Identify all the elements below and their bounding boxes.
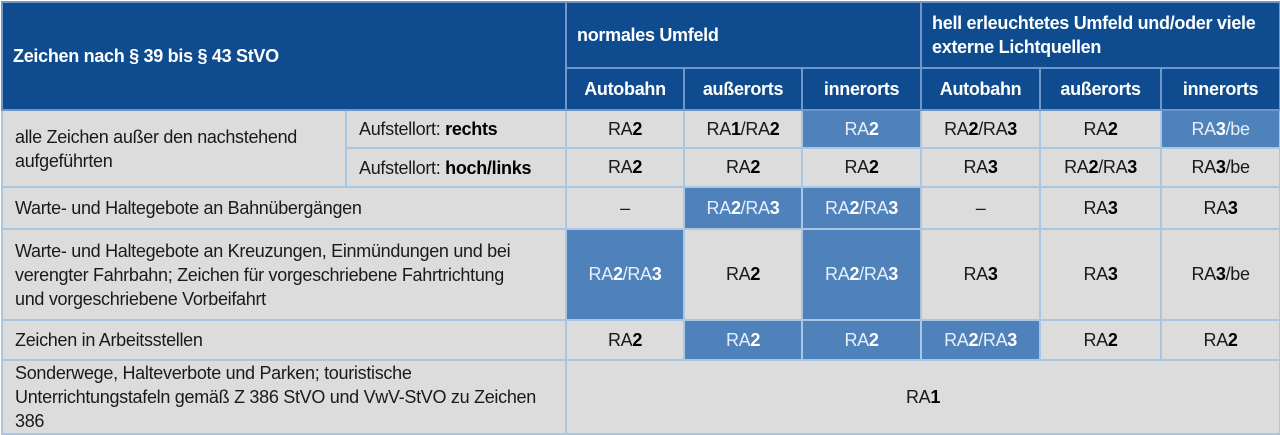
value-cell: RA2 <box>1039 109 1163 149</box>
value-cell: RA3/be <box>1160 147 1280 188</box>
column-header-1: außerorts <box>683 67 804 111</box>
row-label: alle Zeichen außer den nachstehend aufge… <box>1 109 347 188</box>
value-cell: RA2 <box>565 109 686 149</box>
value-cell: RA2/RA3 <box>920 319 1042 361</box>
value-cell: RA2 <box>565 147 686 188</box>
value-cell: RA3 <box>920 147 1042 188</box>
value-cell: RA3 <box>1039 228 1163 321</box>
value-cell: RA2 <box>801 147 923 188</box>
group-header-bright: hell erleuchtetes Umfeld und/oder viele … <box>920 1 1280 69</box>
placement-prefix: Aufstellort: <box>359 119 446 139</box>
value-cell: RA2 <box>1039 319 1163 361</box>
corner-header: Zeichen nach § 39 bis § 43 StVO <box>0 1 568 111</box>
group-header-normal: normales Umfeld <box>565 1 923 69</box>
value-cell: RA2/RA3 <box>683 186 804 230</box>
placement-value: hoch/links <box>445 157 532 178</box>
table-row: alle Zeichen außer den nachstehend aufge… <box>1 109 1280 188</box>
row-label: Warte- und Haltegebote an Bahnübergängen <box>0 186 568 230</box>
value-cell: RA2/RA3 <box>920 109 1042 149</box>
column-header-4: außerorts <box>1039 67 1163 111</box>
row-label: Warte- und Haltegebote an Kreuzungen, Ei… <box>0 228 568 321</box>
placement-label: Aufstellort: hoch/links <box>344 147 568 188</box>
table-row: Zeichen in Arbeitsstellen RA2 RA2 RA2 RA2/RA… <box>0 319 1280 361</box>
column-header-5: innerorts <box>1160 67 1280 111</box>
row-label: Zeichen in Arbeitsstellen <box>0 319 568 361</box>
value-cell: – <box>565 186 686 230</box>
value-cell: RA2 <box>565 319 686 361</box>
value-cell: RA2/RA3 <box>1039 147 1163 188</box>
value-cell: RA3/be <box>1160 228 1280 321</box>
column-header-3: Autobahn <box>920 67 1042 111</box>
value-cell: RA2/RA3 <box>565 228 686 321</box>
value-cell: RA2 <box>683 147 804 188</box>
column-header-2: innerorts <box>801 67 923 111</box>
value-cell-all: RA1 <box>565 359 1280 435</box>
value-cell: RA3/be <box>1160 109 1280 149</box>
value-cell: RA2 <box>683 228 804 321</box>
value-cell: RA2 <box>1160 319 1280 361</box>
table-row: Aufstellort: hoch/links RA2 RA2 RA2 RA3 RA2/R… <box>2 147 1280 188</box>
value-cell: – <box>920 186 1042 230</box>
row-label: Sonderwege, Halteverbote und Parken; tou… <box>0 359 568 435</box>
value-cell: RA2 <box>801 319 923 361</box>
table-row: Sonderwege, Halteverbote und Parken; tou… <box>0 359 1280 435</box>
column-header-0: Autobahn <box>565 67 686 111</box>
placement-prefix: Aufstellort: <box>359 157 446 178</box>
value-cell: RA2/RA3 <box>801 186 923 230</box>
placement-label: Aufstellort: rechts <box>344 109 568 149</box>
value-cell: RA3 <box>1160 186 1280 230</box>
value-cell: RA2 <box>683 319 804 361</box>
value-cell: RA2/RA3 <box>801 228 923 321</box>
placement-value: rechts <box>445 119 498 139</box>
value-cell: RA1/RA2 <box>683 109 804 149</box>
value-cell: RA2 <box>801 109 923 149</box>
table-row: Warte- und Haltegebote an Bahnübergängen… <box>0 186 1280 230</box>
value-cell: RA3 <box>1039 186 1163 230</box>
table-row: Warte- und Haltegebote an Kreuzungen, Ei… <box>0 228 1280 321</box>
value-cell: RA3 <box>920 228 1042 321</box>
